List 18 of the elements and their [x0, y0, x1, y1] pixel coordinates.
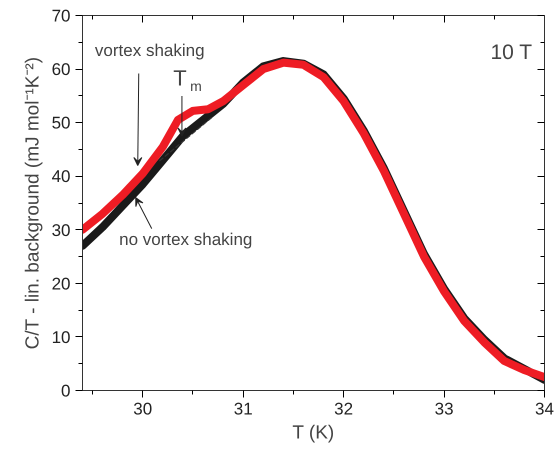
- x-tick-label: 34: [535, 400, 554, 418]
- annotation: 10 T: [490, 41, 532, 64]
- y-tick-label: 70: [52, 6, 71, 26]
- y-axis-title: C/T - lin. background (mJ mol⁻¹K⁻²): [22, 56, 44, 350]
- y-tick-label: 0: [61, 382, 71, 400]
- y-tick-label: 60: [52, 60, 71, 80]
- y-tick-label: 20: [52, 274, 71, 294]
- x-tick-label: 32: [334, 400, 354, 418]
- x-tick-label: 30: [133, 400, 152, 418]
- x-tick-label: 31: [234, 400, 253, 418]
- y-tick-label: 40: [52, 167, 71, 186]
- annotation: vortex shaking: [94, 41, 205, 60]
- x-axis-title: T (K): [292, 422, 334, 444]
- y-tick-label: 10: [52, 328, 71, 347]
- y-tick-label: 30: [52, 220, 71, 240]
- x-tick-label: 33: [434, 400, 454, 418]
- y-tick-label: 50: [52, 114, 71, 133]
- annotation: no vortex shaking: [119, 230, 252, 250]
